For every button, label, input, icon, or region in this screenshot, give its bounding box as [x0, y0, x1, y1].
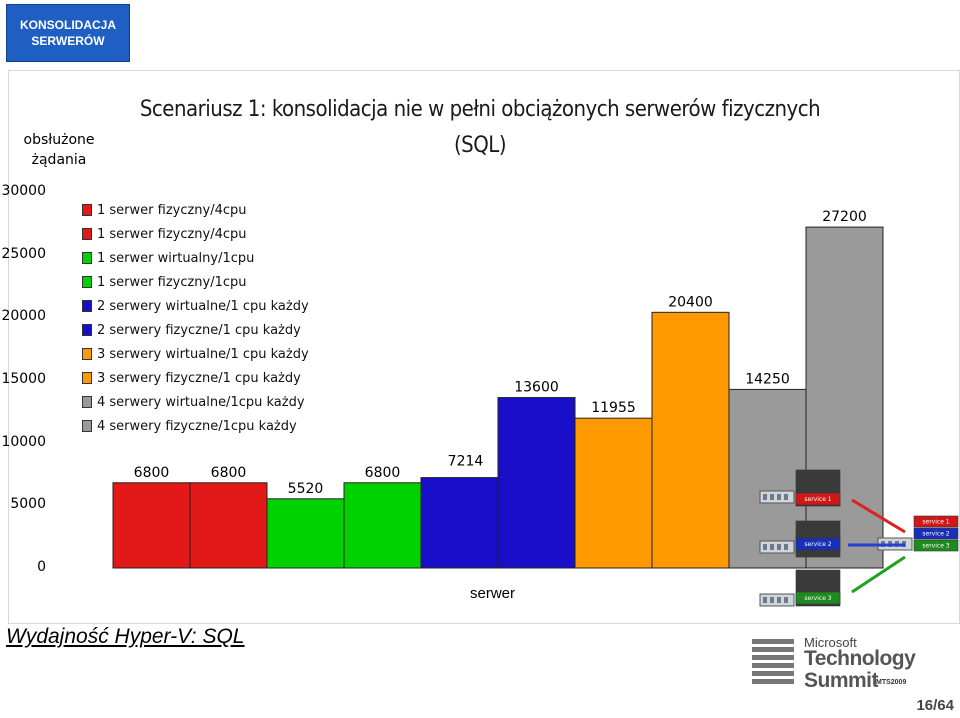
bar-9 — [728, 388, 807, 569]
legend-entry: 3 serwery fizyczne/1 cpu każdy — [82, 366, 309, 390]
badge-line2: SERWERÓW — [31, 34, 105, 48]
y-tick-label: 25000 — [1, 245, 46, 262]
legend-swatch — [82, 276, 92, 288]
legend-swatch — [82, 204, 92, 216]
bar-5 — [420, 477, 499, 569]
bar-value-label: 13600 — [514, 380, 559, 396]
y-tick-label: 5000 — [10, 496, 46, 513]
legend: 1 serwer fizyczny/4cpu 1 serwer fizyczny/… — [82, 198, 309, 438]
bar-6 — [497, 397, 576, 569]
logo-line2: Technology — [804, 647, 916, 670]
server-2-icon — [759, 540, 795, 554]
legend-label: 2 serwery fizyczne/1 cpu każdy — [97, 322, 301, 338]
legend-entry: 2 serwery fizyczne/1 cpu każdy — [82, 318, 309, 342]
y-axis-label-line2: żądania — [31, 152, 87, 168]
legend-swatch — [82, 396, 92, 408]
bar-7 — [574, 417, 653, 569]
bar-3 — [266, 498, 345, 569]
consolidated-service-3-label: service 3 — [922, 543, 949, 550]
consolidated-service-3 — [913, 539, 959, 552]
bar-value-label: 6800 — [365, 465, 401, 481]
y-tick-label: 30000 — [1, 183, 46, 199]
bar-value-label: 5520 — [288, 481, 324, 497]
legend-entry: 4 serwery fizyczne/1cpu każdy — [82, 414, 309, 438]
footer-title: Wydajność Hyper-V: SQL — [6, 625, 245, 648]
chart-title-line1: Scenariusz 1: konsolidacja nie w pełni o… — [139, 97, 821, 122]
service-2-box — [795, 537, 841, 551]
bar-value-label: 6800 — [211, 465, 247, 481]
page-number: 16/64 — [916, 697, 954, 714]
legend-entry: 1 serwer wirtualny/1cpu — [82, 246, 309, 270]
legend-entry: 3 serwery wirtualne/1 cpu każdy — [82, 342, 309, 366]
legend-swatch — [82, 420, 92, 432]
y-axis-label: obsłużone żądania — [14, 130, 104, 170]
x-axis-label: serwer — [470, 585, 516, 602]
legend-label: 3 serwery wirtualne/1 cpu każdy — [97, 346, 309, 362]
y-tick-label: 15000 — [1, 371, 46, 387]
badge-line1: KONSOLIDACJA — [19, 18, 116, 32]
legend-label: 1 serwer fizyczny/1cpu — [97, 274, 247, 290]
legend-entry: 1 serwer fizyczny/4cpu — [82, 198, 309, 222]
service-3-box-label: service 3 — [804, 595, 831, 602]
bar-2 — [189, 482, 268, 569]
bar-8 — [651, 311, 730, 569]
y-tick-label: 10000 — [1, 433, 46, 450]
arrow-service-3-icon — [851, 555, 906, 594]
legend-swatch — [82, 324, 92, 336]
legend-label: 1 serwer wirtualny/1cpu — [97, 250, 255, 266]
server-3-icon — [759, 593, 795, 607]
legend-label: 4 serwery wirtualne/1cpu każdy — [97, 394, 305, 410]
chart-title: Scenariusz 1: konsolidacja nie w pełni o… — [80, 92, 880, 164]
legend-label: 1 serwer fizyczny/4cpu — [97, 226, 247, 242]
legend-entry: 4 serwery wirtualne/1cpu każdy — [82, 390, 309, 414]
legend-swatch — [82, 228, 92, 240]
mts-logo: Microsoft Technology Summit MTS2009 — [752, 635, 916, 693]
legend-entry: 2 serwery wirtualne/1 cpu każdy — [82, 294, 309, 318]
consolidated-service-2 — [913, 527, 959, 540]
bar-value-label: 20400 — [668, 294, 713, 310]
y-tick-label: 0 — [37, 559, 46, 575]
legend-label: 2 serwery wirtualne/1 cpu każdy — [97, 298, 309, 314]
legend-swatch — [82, 372, 92, 384]
bar-1 — [112, 482, 191, 569]
legend-entry: 1 serwer fizyczny/1cpu — [82, 270, 309, 294]
service-3-box — [795, 591, 841, 605]
bar-value-label: 14250 — [745, 371, 790, 387]
y-tick-label: 20000 — [1, 308, 46, 325]
service-2-box-label: service 2 — [804, 541, 831, 548]
y-axis-label-line1: obsłużone — [23, 132, 95, 148]
chart-title-line2: (SQL) — [453, 133, 507, 158]
server-1-icon — [759, 490, 795, 504]
logo-line1: Microsoft — [804, 635, 857, 650]
bar-value-label: 11955 — [591, 400, 636, 416]
service-1-box-label: service 1 — [804, 496, 831, 503]
legend-label: 3 serwery fizyczne/1 cpu każdy — [97, 370, 301, 386]
consolidated-service-2-label: service 2 — [922, 531, 949, 538]
legend-swatch — [82, 300, 92, 312]
logo-stripes-icon — [752, 639, 794, 689]
consolidated-service-1-label: service 1 — [922, 519, 949, 526]
bar-value-label: 6800 — [134, 465, 170, 481]
bar-10 — [805, 226, 884, 569]
logo-line4: MTS2009 — [876, 679, 907, 686]
logo-line3: Summit — [804, 669, 879, 692]
consolidated-service-1 — [913, 515, 959, 528]
bar-value-label: 7214 — [448, 454, 484, 470]
legend-entry: 1 serwer fizyczny/4cpu — [82, 222, 309, 246]
legend-label: 1 serwer fizyczny/4cpu — [97, 202, 247, 218]
bar-4 — [343, 482, 422, 569]
legend-swatch — [82, 252, 92, 264]
bar-value-label: 27200 — [822, 209, 867, 225]
service-1-box — [795, 492, 841, 506]
section-badge[interactable]: KONSOLIDACJA SERWERÓW — [6, 4, 130, 62]
legend-label: 4 serwery fizyczne/1cpu każdy — [97, 418, 297, 434]
legend-swatch — [82, 348, 92, 360]
arrow-service-1-icon — [851, 498, 906, 534]
